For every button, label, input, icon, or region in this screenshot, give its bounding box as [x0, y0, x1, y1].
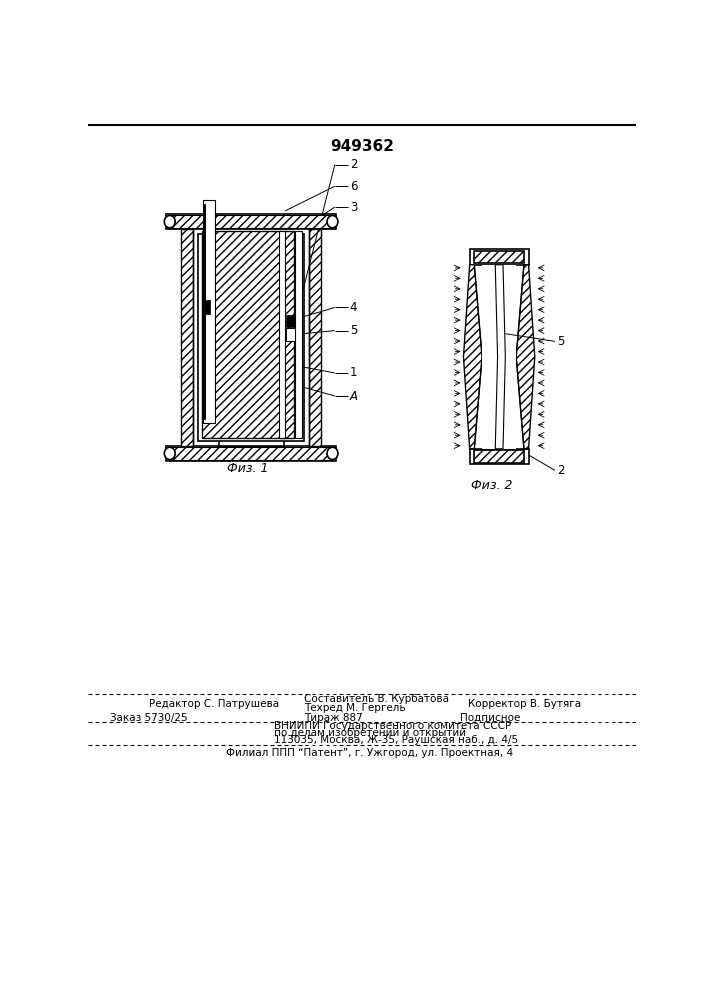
Text: Техред М. Гергель: Техред М. Гергель [304, 703, 405, 713]
Polygon shape [203, 200, 216, 423]
Text: 5: 5 [350, 324, 357, 337]
Polygon shape [182, 229, 193, 446]
Text: Корректор В. Бутяга: Корректор В. Бутяга [468, 699, 581, 709]
Text: 949362: 949362 [330, 139, 394, 154]
Polygon shape [286, 315, 296, 327]
Text: Заказ 5730/25: Заказ 5730/25 [110, 713, 187, 723]
Text: A: A [349, 390, 358, 403]
Text: Физ. 2: Физ. 2 [471, 479, 512, 492]
Text: 4: 4 [350, 301, 357, 314]
Text: Составитель В. Курбатова: Составитель В. Курбатова [304, 694, 449, 704]
Text: Тираж 887: Тираж 887 [304, 713, 363, 723]
Ellipse shape [164, 215, 175, 228]
Text: Филиал ППП “Патент”, г. Ужгород, ул. Проектная, 4: Филиал ППП “Патент”, г. Ужгород, ул. Про… [226, 748, 513, 758]
Polygon shape [201, 231, 293, 438]
Polygon shape [474, 251, 524, 263]
Polygon shape [166, 214, 337, 229]
Polygon shape [166, 446, 337, 461]
Polygon shape [218, 424, 284, 430]
Polygon shape [309, 229, 321, 446]
Text: 5: 5 [557, 335, 565, 348]
Text: 1: 1 [350, 366, 357, 379]
Polygon shape [495, 265, 506, 449]
Text: 6: 6 [350, 180, 357, 193]
Text: ВНИИПИ Государственного комитета СССР: ВНИИПИ Государственного комитета СССР [274, 721, 512, 731]
Text: Физ. 1: Физ. 1 [226, 462, 268, 475]
Polygon shape [204, 300, 210, 314]
Polygon shape [516, 265, 534, 449]
Polygon shape [218, 430, 284, 446]
Polygon shape [286, 328, 296, 341]
Polygon shape [296, 231, 301, 438]
Text: 113035, Москва, Ж-35, Раушская наб., д. 4/5: 113035, Москва, Ж-35, Раушская наб., д. … [274, 735, 518, 745]
Text: 3: 3 [350, 201, 357, 214]
Polygon shape [474, 450, 524, 463]
Text: 2: 2 [557, 464, 565, 477]
Ellipse shape [164, 447, 175, 460]
Text: Подписное: Подписное [460, 713, 521, 723]
Text: 2: 2 [350, 158, 357, 171]
Polygon shape [482, 265, 516, 449]
Text: Редактор С. Патрушева: Редактор С. Патрушева [149, 699, 279, 709]
Ellipse shape [327, 215, 338, 228]
Polygon shape [170, 215, 332, 228]
Polygon shape [199, 234, 304, 441]
Polygon shape [170, 447, 332, 460]
Polygon shape [204, 204, 206, 419]
Polygon shape [464, 265, 482, 449]
Ellipse shape [327, 447, 338, 460]
Polygon shape [279, 231, 285, 438]
Text: по делам изобретений и открытий: по делам изобретений и открытий [274, 728, 467, 738]
